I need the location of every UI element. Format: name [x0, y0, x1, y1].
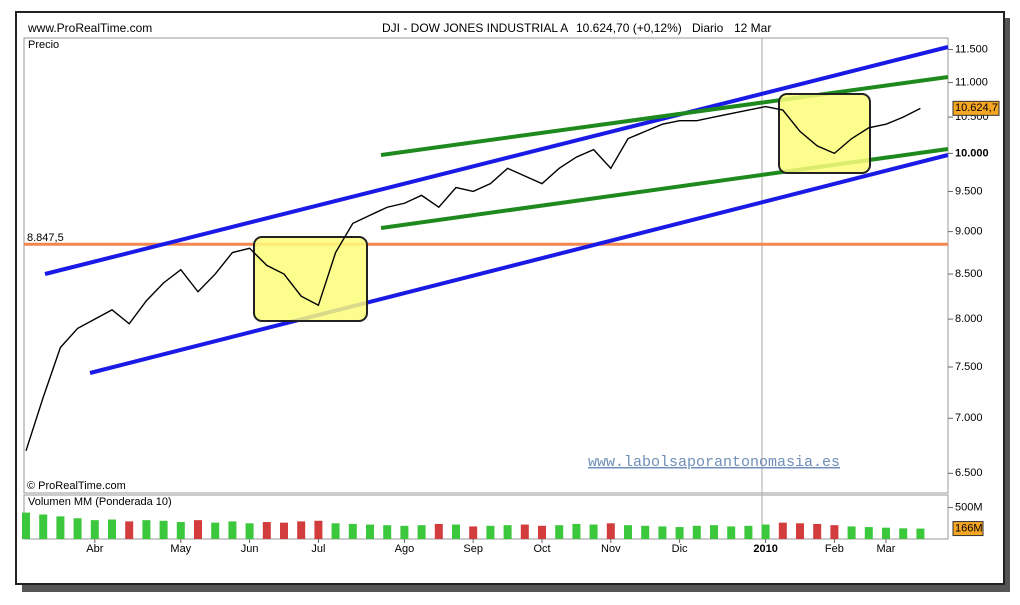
volume-bar — [710, 525, 718, 539]
volume-bar — [847, 526, 856, 539]
volume-bar — [22, 512, 30, 539]
volume-bar — [624, 525, 632, 539]
level-label: 8.847,5 — [27, 232, 64, 244]
quote: 10.624,70 (+0,12%) — [576, 21, 682, 35]
volume-bar — [864, 527, 873, 539]
x-tick-label: May — [170, 543, 191, 555]
y-label: Precio — [28, 39, 59, 51]
y-tick-label: 500M — [955, 501, 983, 513]
volume-bar — [641, 525, 650, 539]
volume-bar — [916, 528, 925, 539]
price-line — [25, 105, 921, 452]
volume-bar — [503, 525, 512, 539]
site: www.ProRealTime.com — [27, 21, 152, 35]
volume-bar — [796, 523, 804, 539]
highlight-box — [253, 236, 368, 322]
volume-bar — [383, 525, 392, 539]
x-tick-label: Mar — [877, 543, 896, 555]
title: DJI - DOW JONES INDUSTRIAL A — [382, 21, 568, 35]
last-price-label: 10.624,7 — [955, 102, 998, 114]
x-tick-label: Jul — [311, 543, 325, 555]
volume-bar — [486, 525, 495, 539]
x-tick-label: Feb — [825, 543, 844, 555]
volume-bar — [211, 522, 220, 539]
volume-bar — [176, 522, 185, 539]
volume-bar — [572, 523, 581, 539]
volume-bar — [159, 520, 168, 539]
last-volume-label: 166M — [955, 522, 983, 534]
volume-bar — [692, 525, 701, 539]
y-tick-label: 7.500 — [955, 361, 983, 373]
volume-bar — [744, 525, 753, 539]
volume-bar — [366, 524, 374, 539]
volume-bar — [434, 523, 443, 539]
volume-bar — [56, 516, 65, 539]
x-tick-label: Sep — [463, 543, 483, 555]
volume-bar — [658, 526, 667, 539]
x-tick-label: Oct — [533, 543, 550, 555]
x-tick-label: Ago — [395, 543, 415, 555]
date: 12 Mar — [734, 21, 771, 35]
volume-bar — [555, 525, 564, 539]
y-tick-label: 9.000 — [955, 226, 983, 238]
trend-line — [89, 153, 949, 375]
volume-bar — [606, 523, 615, 539]
volume-bar — [39, 514, 48, 539]
y-tick-label: 8.000 — [955, 313, 983, 325]
volume-bar — [90, 520, 99, 539]
volume-bar — [520, 524, 529, 539]
volume-bar — [125, 521, 134, 539]
volume-bar — [348, 523, 357, 539]
volume-bar — [469, 526, 478, 539]
volume-bar — [331, 523, 340, 539]
volume-bar — [108, 519, 116, 539]
volume-bar — [761, 524, 770, 539]
period: Diario — [692, 21, 724, 35]
highlight-box — [778, 93, 871, 174]
volume-bar — [830, 525, 839, 539]
volume-bar — [142, 520, 151, 539]
y-tick-label: 11.500 — [955, 43, 988, 55]
x-tick-label: Dic — [672, 543, 688, 555]
y-tick-label: 7.000 — [955, 412, 983, 424]
volume-bar — [297, 521, 306, 539]
trend-line — [380, 75, 949, 157]
y-tick-label: 11.000 — [955, 76, 988, 88]
last-volume-box — [952, 521, 984, 537]
x-tick-label: Nov — [601, 543, 621, 555]
volume-bar — [882, 527, 890, 539]
volume-bar — [73, 518, 82, 539]
volume-bar — [400, 525, 409, 539]
last-price-box — [952, 100, 1000, 116]
trend-line — [44, 45, 949, 276]
x-tick-label: Abr — [86, 543, 103, 555]
volume-bar — [228, 521, 237, 539]
volume-bar — [417, 525, 426, 539]
volume-bar — [245, 523, 254, 539]
volume-bar — [280, 522, 288, 539]
volume-title: Volumen MM (Ponderada 10) — [28, 496, 172, 508]
volume-bar — [194, 520, 202, 539]
volume-bar — [452, 524, 460, 539]
x-tick-label: 2010 — [753, 543, 777, 555]
volume-bar — [727, 526, 736, 539]
volume-bar — [538, 525, 546, 539]
volume-bar — [813, 523, 822, 539]
volume-bar — [675, 527, 684, 539]
volume-bar — [589, 524, 598, 539]
volume-bar — [314, 520, 323, 539]
volume-bar — [778, 522, 787, 539]
volume-bar — [899, 528, 908, 539]
y-tick-label: 8.500 — [955, 268, 983, 280]
x-tick-label: Jun — [241, 543, 259, 555]
y-tick-label: 9.500 — [955, 185, 983, 197]
y-tick-label: 6.500 — [955, 467, 983, 479]
volume-bar — [262, 522, 271, 539]
y-tick-label: 10.000 — [955, 147, 989, 159]
watermark: www.labolsaporantonomasia.es — [588, 454, 840, 471]
annotations — [44, 45, 949, 375]
credit: © ProRealTime.com — [27, 480, 126, 492]
